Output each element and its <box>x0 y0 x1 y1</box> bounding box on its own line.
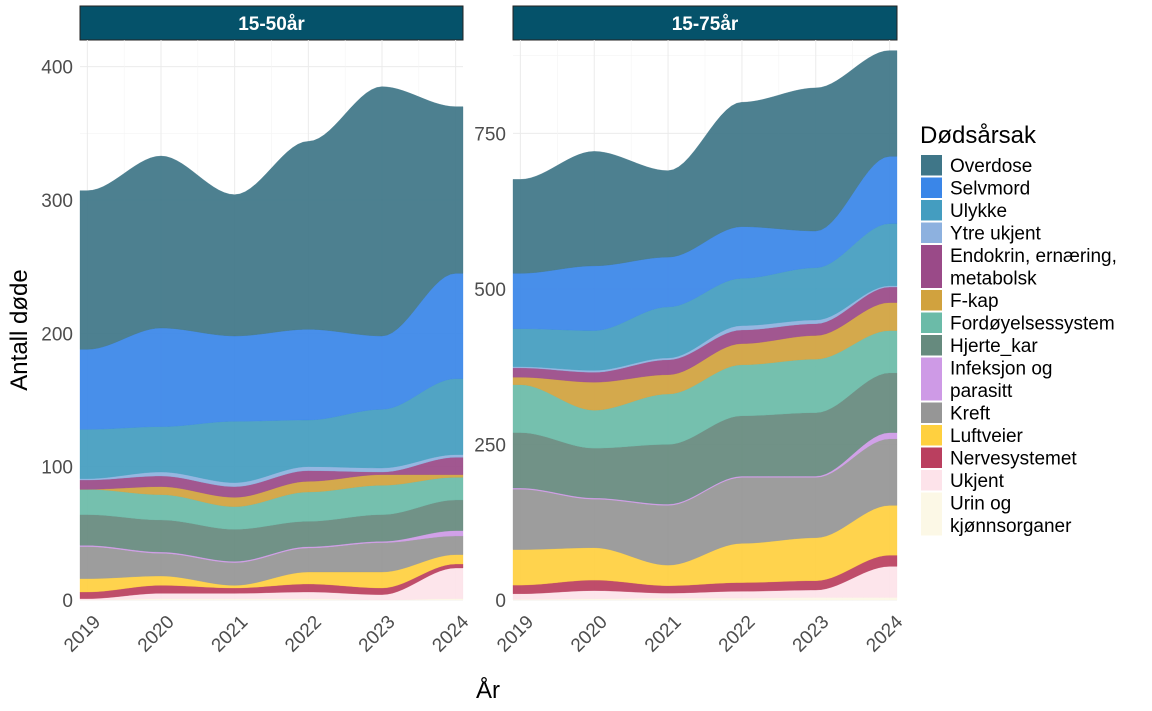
x-axis-label: År <box>476 676 500 704</box>
facet-strip <box>79 5 464 41</box>
legend-label-f-kap: F-kap <box>950 291 999 312</box>
legend-swatch-fordoyelsessystem <box>921 312 942 333</box>
legend-label-hjerte-kar: Hjerte_kar <box>950 336 1038 357</box>
y-tick-label: 250 <box>474 435 506 456</box>
legend-title: Dødsårsak <box>920 122 1037 149</box>
x-tick-label: 2022 <box>715 612 760 657</box>
legend-label-luftveier: Luftveier <box>950 426 1024 447</box>
x-tick-label: 2021 <box>208 612 253 657</box>
panel-15-75: 15-75år 0 250 500 750 2019 2020 2021 2022 2023 202… <box>474 5 908 657</box>
legend-label-ytre-ukjent: Ytre ukjent <box>950 224 1042 245</box>
legend-swatch-endokrin-ernaering-metabolsk <box>921 245 942 288</box>
x-tick-label: 2020 <box>134 612 179 657</box>
facet-strip <box>512 5 898 41</box>
y-tick-label: 200 <box>41 324 73 345</box>
x-tick-label: 2023 <box>789 612 834 657</box>
area-overdose <box>79 86 464 350</box>
legend-swatch-infeksjon-og-parasitt <box>921 357 942 401</box>
areas <box>79 86 464 601</box>
legend-swatch-f-kap <box>921 290 942 311</box>
panel-15-50: 15-50år 0 100 200 300 400 2019 2020 2021 2022 2023… <box>41 5 474 657</box>
y-tick-label: 300 <box>41 191 73 212</box>
legend-label-kreft: Kreft <box>950 404 991 425</box>
legend-swatch-ytre-ukjent <box>921 222 942 243</box>
legend-label-urin-og-kjonnsorganer: kjønnsorganer <box>950 516 1072 537</box>
x-tick-label: 2019 <box>60 612 105 657</box>
legend-swatch-kreft <box>921 402 942 423</box>
y-tick-label: 0 <box>495 591 506 612</box>
legend-swatch-selvmord <box>921 177 942 198</box>
areas <box>512 50 898 601</box>
y-tick-label: 500 <box>474 280 506 301</box>
facet-title: 15-50år <box>238 14 305 35</box>
y-tick-label: 100 <box>41 458 73 479</box>
x-tick-label: 2023 <box>355 612 400 657</box>
legend-label-selvmord: Selvmord <box>950 179 1030 200</box>
x-tick-label: 2024 <box>428 611 473 656</box>
x-tick-label: 2020 <box>567 612 612 657</box>
x-tick-label: 2024 <box>862 611 907 656</box>
legend-label-ulykke: Ulykke <box>950 201 1007 222</box>
y-tick-label: 400 <box>41 58 73 79</box>
legend-label-endokrin-ernaering-metabolsk: metabolsk <box>950 269 1037 290</box>
legend-label-fordoyelsessystem: Fordøyelsessystem <box>950 314 1115 335</box>
legend-label-urin-og-kjonnsorganer: Urin og <box>950 494 1011 515</box>
legend-label-endokrin-ernaering-metabolsk: Endokrin, ernæring, <box>950 246 1117 267</box>
legend-label-infeksjon-og-parasitt: parasitt <box>950 381 1013 402</box>
y-axis-label: Antall døde <box>6 269 33 390</box>
legend-swatch-nervesystemet <box>921 447 942 468</box>
legend-label-infeksjon-og-parasitt: Infeksjon og <box>950 359 1052 380</box>
area-overdose <box>512 50 898 274</box>
legend-swatch-ulykke <box>921 200 942 221</box>
legend-label-ukjent: Ukjent <box>950 471 1005 492</box>
y-tick-label: 750 <box>474 124 506 145</box>
y-tick-label: 0 <box>62 591 73 612</box>
legend-swatch-ukjent <box>921 470 942 491</box>
legend-swatch-luftveier <box>921 425 942 446</box>
x-tick-label: 2022 <box>281 612 326 657</box>
legend-label-overdose: Overdose <box>950 156 1032 177</box>
legend-label-nervesystemet: Nervesystemet <box>950 449 1077 470</box>
x-tick-label: 2019 <box>493 612 538 657</box>
x-tick-label: 2021 <box>641 612 686 657</box>
legend-swatch-urin-og-kjonnsorganer <box>921 492 942 536</box>
legend-swatch-hjerte-kar <box>921 335 942 356</box>
facet-title: 15-75år <box>672 14 739 35</box>
legend-swatch-overdose <box>921 155 942 176</box>
